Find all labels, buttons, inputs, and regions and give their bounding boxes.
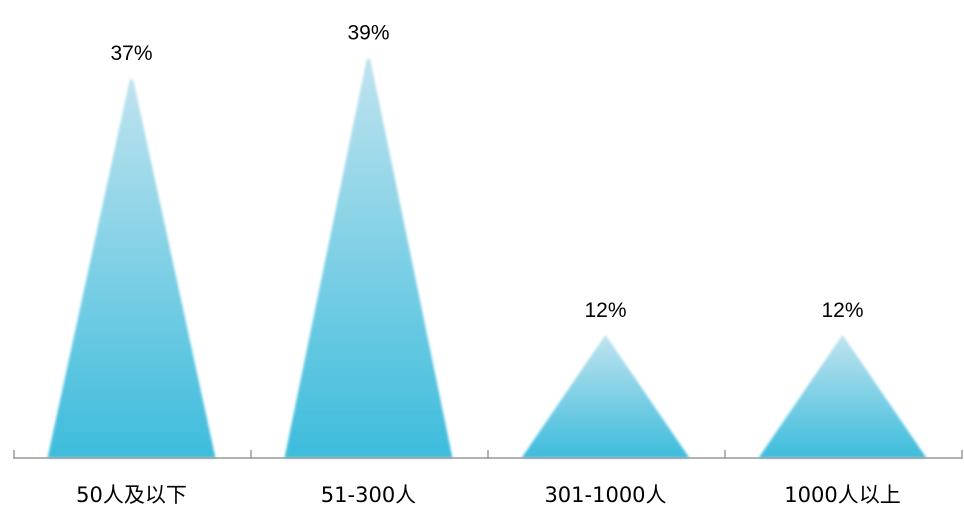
bar-3: [521, 335, 690, 458]
x-tick-label-4: 1000人以上: [784, 483, 900, 507]
x-tick-label-3: 301-1000人: [544, 483, 666, 507]
data-label-4: 12%: [821, 299, 863, 322]
bars-group: [47, 58, 927, 458]
x-tick-label-2: 51-300人: [321, 483, 416, 507]
x-tick-labels-group: 50人及以下 51-300人 301-1000人 1000人以上: [76, 483, 901, 507]
data-label-3: 12%: [584, 299, 626, 322]
data-label-1: 37%: [110, 42, 152, 65]
x-tick-label-1: 50人及以下: [76, 483, 187, 507]
data-label-2: 39%: [347, 21, 389, 44]
data-labels-group: 37% 39% 12% 12%: [110, 21, 863, 321]
x-axis: [13, 450, 963, 459]
bar-1: [47, 79, 216, 458]
bar-2: [284, 58, 453, 458]
bar-4: [758, 335, 927, 458]
